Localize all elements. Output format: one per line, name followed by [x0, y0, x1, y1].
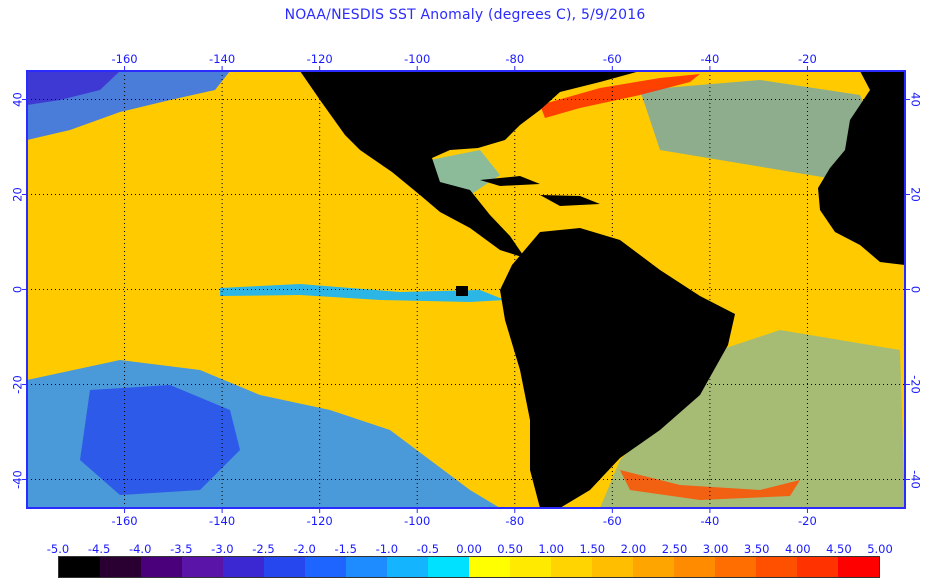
colorbar-tick-label: 3.00 [702, 542, 729, 556]
colorbar-cell [469, 557, 510, 577]
colorbar-cell [838, 557, 879, 577]
lon-tick-label-bottom: -140 [209, 514, 235, 528]
colorbar-cell [797, 557, 838, 577]
lat-tick-label-right: 0 [909, 286, 923, 293]
galapagos-land [456, 286, 468, 296]
lon-tick-label-bottom: -60 [603, 514, 622, 528]
colorbar [58, 556, 880, 578]
colorbar-tick-label: 0.50 [497, 542, 523, 556]
colorbar-tick-label: -2.0 [293, 542, 316, 556]
colorbar-cell [715, 557, 756, 577]
lon-tick-label-top: -60 [603, 52, 622, 66]
south-america-land [500, 228, 735, 508]
colorbar-cell [100, 557, 141, 577]
colorbar-tick-label: -1.5 [334, 542, 357, 556]
colorbar-cell [633, 557, 674, 577]
colorbar-tick-label: 4.50 [826, 542, 852, 556]
colorbar-tick-label: 3.50 [743, 542, 770, 556]
colorbar-cell [305, 557, 346, 577]
lat-tick-label-left: -40 [11, 470, 25, 489]
colorbar-tick-label: -3.0 [211, 542, 234, 556]
colorbar-cell [264, 557, 305, 577]
colorbar-tick-label: -1.0 [375, 542, 399, 556]
lon-tick-label-top: -140 [209, 52, 235, 66]
lon-tick-label-bottom: -80 [505, 514, 524, 528]
lat-tick-label-left: 0 [11, 286, 25, 293]
lon-tick-label-bottom: -100 [404, 514, 430, 528]
lat-tick-label-left: -20 [11, 375, 25, 394]
sst-anomaly-map: -160 -160 -140 -140 -120 -120 -100 -100 -80 -80 -6… [11, 52, 923, 528]
lon-tick-label-bottom: -160 [112, 514, 138, 528]
colorbar-tick-label: 2.00 [620, 542, 647, 556]
caribbean-islands-land [480, 176, 600, 206]
lon-tick-label-bottom: -40 [700, 514, 719, 528]
cool-gulf-of-mexico [430, 150, 500, 195]
lon-tick-label-top: -100 [404, 52, 430, 66]
colorbar-cell [387, 557, 428, 577]
colorbar-tick-label: 0.00 [456, 542, 482, 556]
cool-equatorial-tongue [220, 284, 505, 302]
colorbar-tick-label: 1.50 [579, 542, 606, 556]
colorbar-tick-label: -3.5 [170, 542, 193, 556]
colorbar-cell [510, 557, 551, 577]
lat-tick-label-left: 40 [11, 92, 25, 107]
lat-tick-label-right: 20 [909, 187, 923, 202]
map-title: NOAA/NESDIS SST Anomaly (degrees C), 5/9… [284, 7, 646, 23]
colorbar-cell [223, 557, 264, 577]
colorbar-tick-label: -5.0 [46, 542, 70, 556]
colorbar-cell [59, 557, 100, 577]
cool-anomaly-south-atlantic [600, 330, 905, 508]
lon-tick-label-top: -80 [505, 52, 524, 66]
colorbar-cell [141, 557, 182, 577]
colorbar-cell [182, 557, 223, 577]
colorbar-cell [551, 557, 592, 577]
warm-gulf-stream [540, 74, 700, 118]
colorbar-cell [592, 557, 633, 577]
lat-tick-label-right: -20 [909, 375, 923, 394]
colorbar-tick-label: -4.5 [87, 542, 111, 556]
colorbar-tick-label: 5.00 [867, 542, 893, 556]
warm-brazil-current [620, 470, 800, 500]
lon-tick-label-top: -40 [700, 52, 719, 66]
colorbar-cell [756, 557, 797, 577]
colorbar-tick-label: -0.5 [416, 542, 440, 556]
colorbar-tick-label: 2.50 [661, 542, 688, 556]
colorbar-tick-label: 1.00 [538, 542, 564, 556]
lon-tick-label-top: -20 [798, 52, 817, 66]
lon-tick-label-bottom: -20 [798, 514, 817, 528]
lon-tick-label-top: -120 [307, 52, 333, 66]
lon-tick-label-top: -160 [112, 52, 138, 66]
colorbar-tick-label: -2.5 [252, 542, 275, 556]
lat-tick-label-right: 40 [909, 92, 923, 107]
colorbar-tick-label: 4.00 [784, 542, 811, 556]
lon-tick-label-bottom: -120 [307, 514, 333, 528]
colorbar-tick-label: -4.0 [128, 542, 152, 556]
europe-land [870, 71, 905, 105]
gridlines [27, 71, 905, 508]
colorbar-cell [674, 557, 715, 577]
colorbar-cell [346, 557, 387, 577]
africa-land [818, 71, 905, 265]
lat-tick-label-left: 20 [11, 187, 25, 202]
colorbar-cell [428, 557, 469, 577]
north-america-land [300, 71, 640, 258]
lat-tick-label-right: -40 [909, 470, 923, 489]
cool-anomaly-north-atlantic [640, 80, 880, 180]
